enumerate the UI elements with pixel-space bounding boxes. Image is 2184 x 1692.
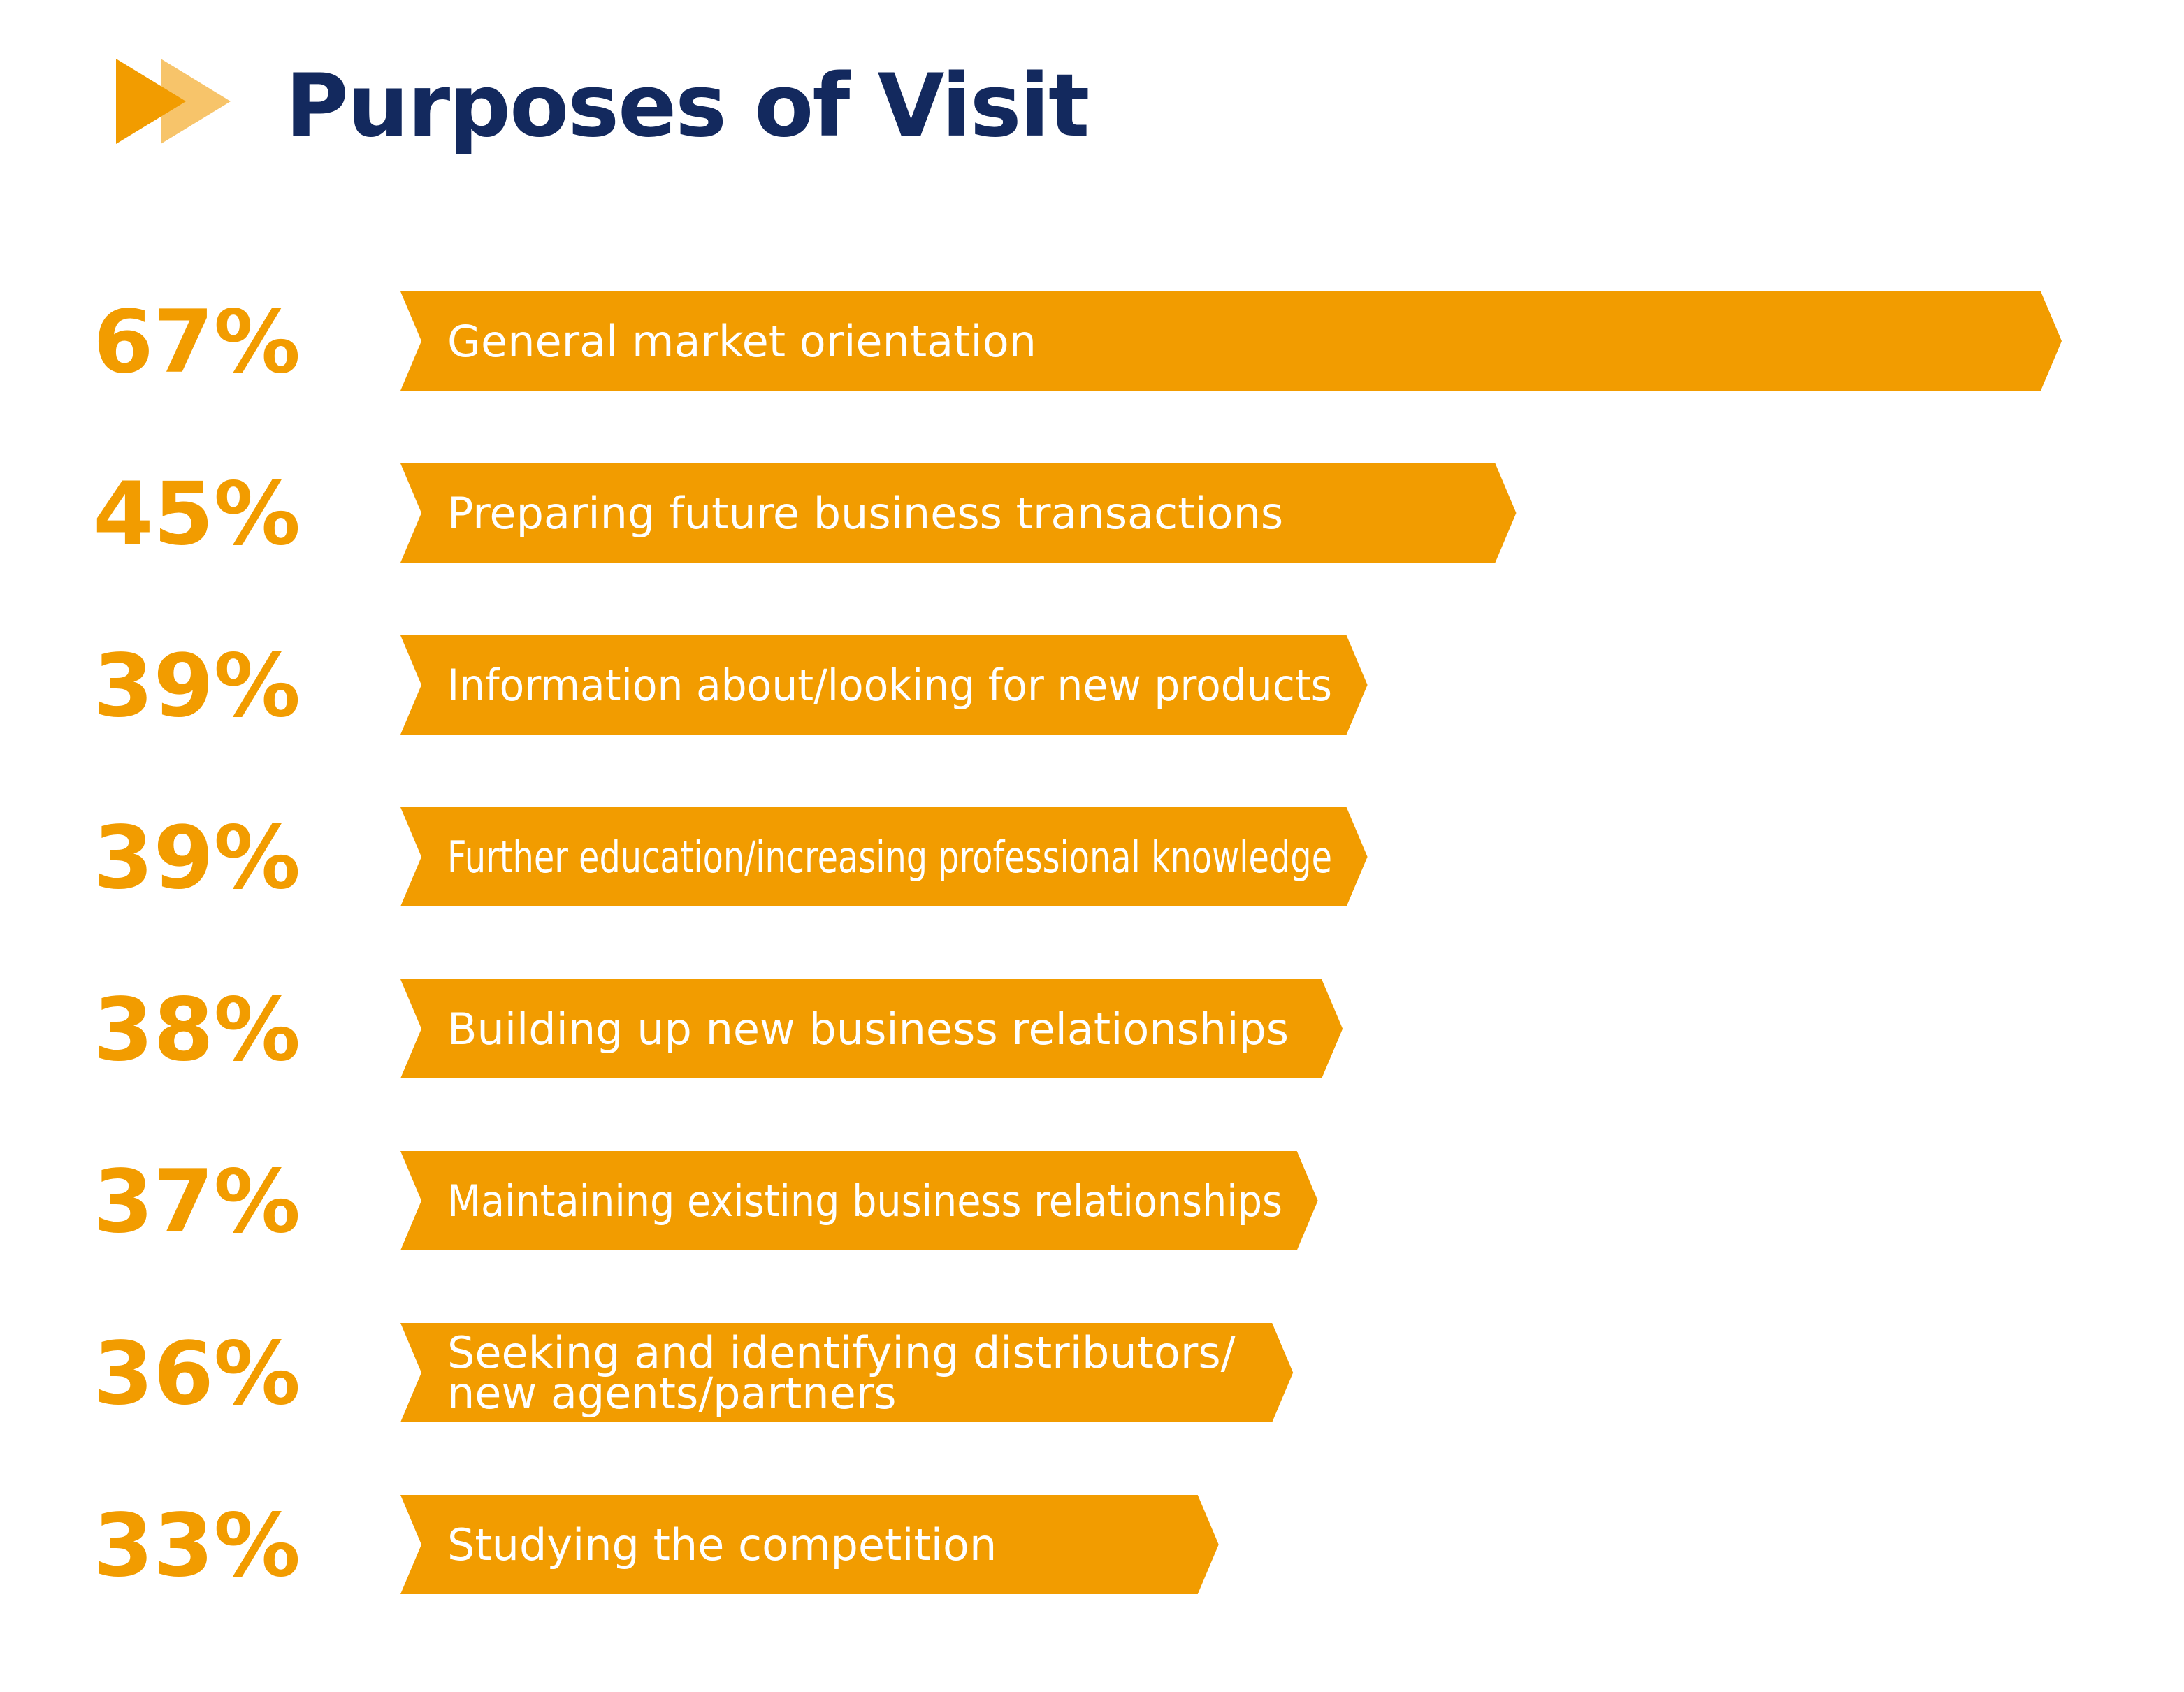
chevron-back bbox=[161, 59, 231, 144]
category-label: Information about/looking for new produc… bbox=[447, 660, 1332, 711]
bar-row: 39% Information about/looking for new pro… bbox=[93, 635, 1368, 737]
page-title: Purposes of Visit bbox=[285, 56, 1090, 157]
value-label: 37% bbox=[93, 1152, 301, 1252]
category-label: Building up new business relationships bbox=[447, 1004, 1289, 1055]
bar-row: 67% General market orientation bbox=[93, 291, 2062, 393]
category-label: General market orientation bbox=[447, 316, 1036, 367]
chevron-front bbox=[116, 59, 186, 144]
bar bbox=[400, 463, 1517, 563]
bar bbox=[400, 807, 1368, 906]
bar-row: 36% Seeking and identifying distributors/… bbox=[93, 1323, 1294, 1424]
bar bbox=[400, 1495, 1219, 1594]
value-label: 45% bbox=[93, 464, 301, 565]
bar bbox=[400, 979, 1343, 1078]
bar bbox=[400, 635, 1368, 735]
double-chevron-right-icon bbox=[116, 59, 231, 144]
value-label: 38% bbox=[93, 980, 301, 1080]
bar-row: 38% Building up new business relationship… bbox=[93, 979, 1343, 1080]
category-label: Studying the competition bbox=[447, 1519, 997, 1570]
value-label: 39% bbox=[93, 636, 301, 737]
category-label: Maintaining existing business relationsh… bbox=[447, 1176, 1282, 1227]
category-label: Further education/increasing professiona… bbox=[447, 832, 1332, 883]
value-label: 36% bbox=[93, 1324, 301, 1424]
value-label: 39% bbox=[93, 808, 301, 909]
value-label: 67% bbox=[93, 292, 301, 393]
category-label: Preparing future business transactions bbox=[447, 488, 1283, 539]
bar bbox=[400, 1323, 1294, 1422]
bar-row: 33% Studying the competition bbox=[93, 1495, 1219, 1596]
value-label: 33% bbox=[93, 1496, 301, 1596]
bar-row: 37% Maintaining existing business relatio… bbox=[93, 1151, 1318, 1252]
category-label: Seeking and identifying distributors/new… bbox=[447, 1327, 1236, 1419]
bar-row: 39% Further education/increasing professi… bbox=[93, 807, 1368, 909]
bar bbox=[400, 1151, 1318, 1250]
bar-row: 45% Preparing future business transaction… bbox=[93, 463, 1517, 565]
bar bbox=[400, 291, 2062, 391]
